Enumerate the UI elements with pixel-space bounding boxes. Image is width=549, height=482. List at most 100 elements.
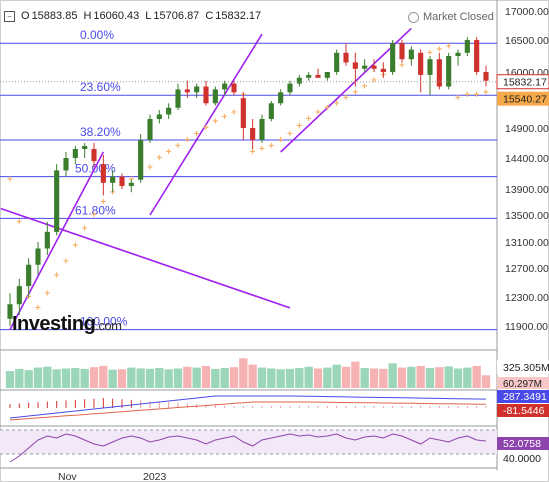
candle-body[interactable] bbox=[240, 98, 246, 128]
candle-body[interactable] bbox=[455, 52, 461, 56]
candle-body[interactable] bbox=[287, 83, 293, 93]
volume-bar bbox=[239, 358, 248, 388]
y-tick-label: 17000.00 bbox=[505, 6, 549, 18]
candle-body[interactable] bbox=[44, 231, 50, 249]
candle-body[interactable] bbox=[175, 89, 181, 108]
candle-body[interactable] bbox=[362, 65, 368, 69]
candle-body[interactable] bbox=[408, 49, 414, 60]
candle-body[interactable] bbox=[203, 86, 209, 104]
volume-bar bbox=[332, 364, 341, 388]
volume-label-2: 60.297M bbox=[503, 379, 542, 390]
psar-price-label: 15540.27 bbox=[503, 94, 547, 106]
trendline bbox=[9, 151, 105, 330]
trendline bbox=[280, 27, 412, 153]
logo-suffix: .com bbox=[95, 318, 122, 333]
candle-body[interactable] bbox=[278, 92, 284, 104]
volume-bar bbox=[136, 368, 145, 388]
candle-body[interactable] bbox=[315, 74, 321, 78]
candle-body[interactable] bbox=[16, 286, 22, 305]
candle-body[interactable] bbox=[418, 52, 424, 75]
candle-body[interactable] bbox=[35, 248, 41, 265]
candle-body[interactable] bbox=[119, 176, 125, 186]
candle-body[interactable] bbox=[371, 65, 377, 69]
candle-body[interactable] bbox=[464, 40, 470, 53]
psar-dot: + bbox=[44, 288, 50, 299]
candle-body[interactable] bbox=[212, 89, 218, 104]
candle-body[interactable] bbox=[250, 128, 256, 140]
candle-body[interactable] bbox=[91, 149, 97, 162]
candle-body[interactable] bbox=[446, 56, 452, 87]
candle-body[interactable] bbox=[427, 59, 433, 75]
candle-body[interactable] bbox=[399, 43, 405, 60]
psar-dot: + bbox=[231, 107, 237, 118]
candle-body[interactable] bbox=[352, 62, 358, 69]
volume-bar bbox=[341, 366, 351, 388]
candle-body[interactable] bbox=[156, 114, 162, 120]
candle-body[interactable] bbox=[128, 182, 134, 186]
candle-body[interactable] bbox=[259, 119, 265, 140]
psar-dot: + bbox=[464, 90, 470, 101]
psar-dot: + bbox=[446, 41, 452, 52]
volume-bar bbox=[155, 368, 164, 388]
candle-body[interactable] bbox=[166, 107, 172, 115]
psar-dot: + bbox=[222, 112, 228, 123]
candle-body[interactable] bbox=[343, 52, 349, 63]
candle-body[interactable] bbox=[474, 40, 480, 72]
collapse-icon[interactable]: − bbox=[4, 10, 15, 22]
candle-body[interactable] bbox=[334, 52, 340, 72]
close-label: C bbox=[205, 10, 214, 22]
candle-body[interactable] bbox=[72, 149, 78, 158]
psar-dot: + bbox=[455, 93, 461, 104]
candle-body[interactable] bbox=[390, 43, 396, 72]
candle-body[interactable] bbox=[63, 158, 69, 171]
candle-body[interactable] bbox=[110, 176, 116, 183]
fib-level-label: 61.80% bbox=[75, 203, 116, 217]
volume-bar bbox=[127, 367, 136, 388]
candle-body[interactable] bbox=[194, 86, 200, 93]
candle-body[interactable] bbox=[7, 304, 13, 319]
candle-body[interactable] bbox=[436, 59, 442, 87]
volume-bar bbox=[304, 366, 313, 388]
volume-bar bbox=[52, 369, 61, 388]
candle-body[interactable] bbox=[54, 170, 60, 232]
candle-body[interactable] bbox=[296, 77, 302, 84]
candle-body[interactable] bbox=[306, 74, 312, 78]
candle-body[interactable] bbox=[268, 103, 274, 119]
volume-bar bbox=[80, 368, 89, 388]
candle-body[interactable] bbox=[100, 164, 106, 183]
candle-body[interactable] bbox=[483, 72, 489, 81]
candle-body[interactable] bbox=[380, 68, 386, 72]
psar-dot: + bbox=[26, 292, 32, 303]
investing-logo: Investing.com bbox=[12, 313, 122, 336]
candle-body[interactable] bbox=[82, 146, 88, 149]
rsi-band bbox=[0, 430, 497, 454]
candle-body[interactable] bbox=[324, 72, 330, 78]
psar-dot: + bbox=[184, 135, 190, 146]
volume-bar bbox=[369, 368, 379, 388]
macd-label: 287.3491 bbox=[503, 391, 547, 403]
y-tick-label: 14900.00 bbox=[505, 123, 549, 135]
psar-dot: + bbox=[399, 61, 405, 72]
psar-dot: + bbox=[483, 87, 489, 98]
candle-body[interactable] bbox=[184, 89, 190, 93]
volume-bar bbox=[267, 368, 276, 388]
macd-signal-line bbox=[9, 401, 487, 421]
candle-body[interactable] bbox=[231, 83, 237, 93]
candle-body[interactable] bbox=[138, 140, 144, 180]
open-value: 15883.85 bbox=[31, 10, 78, 22]
high-label: H bbox=[83, 10, 92, 22]
psar-price-tag bbox=[497, 91, 549, 106]
volume-bar bbox=[61, 368, 71, 388]
candle-body[interactable] bbox=[147, 119, 153, 140]
fib-level-label: 50.00% bbox=[75, 162, 116, 176]
high-value: 16060.43 bbox=[93, 10, 140, 22]
candle-body[interactable] bbox=[26, 264, 32, 287]
volume-bar bbox=[24, 370, 33, 388]
volume-bar bbox=[472, 365, 481, 388]
psar-dot: + bbox=[278, 135, 284, 146]
candle-body[interactable] bbox=[222, 83, 228, 90]
volume-bar bbox=[295, 368, 304, 388]
psar-dot: + bbox=[268, 141, 274, 152]
